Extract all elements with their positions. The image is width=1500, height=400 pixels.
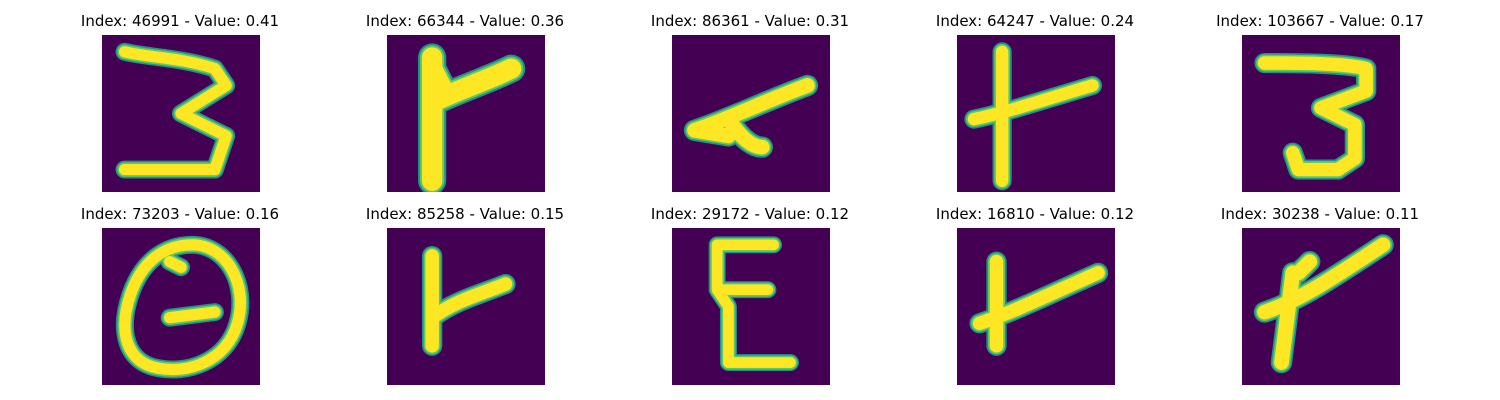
tile-title: Index: 66344 - Value: 0.36 (315, 12, 615, 30)
grid-tile: Index: 29172 - Value: 0.12 (600, 193, 900, 393)
digit-image (957, 228, 1115, 385)
tile-title: Index: 16810 - Value: 0.12 (885, 205, 1185, 223)
digit-image (957, 35, 1115, 192)
grid-tile: Index: 66344 - Value: 0.36 (315, 0, 615, 200)
tile-title: Index: 103667 - Value: 0.17 (1170, 12, 1470, 30)
digit-image (672, 228, 830, 385)
tile-title: Index: 30238 - Value: 0.11 (1170, 205, 1470, 223)
grid-tile: Index: 64247 - Value: 0.24 (885, 0, 1185, 200)
tile-title: Index: 85258 - Value: 0.15 (315, 205, 615, 223)
grid-tile: Index: 103667 - Value: 0.17 (1170, 0, 1470, 200)
tile-title: Index: 86361 - Value: 0.31 (600, 12, 900, 30)
digit-image (387, 35, 545, 192)
digit-image (387, 228, 545, 385)
digit-image (1242, 35, 1400, 192)
grid-tile: Index: 73203 - Value: 0.16 (30, 193, 330, 393)
digit-image (102, 228, 260, 385)
digit-image (102, 35, 260, 192)
grid-tile: Index: 86361 - Value: 0.31 (600, 0, 900, 200)
grid-tile: Index: 16810 - Value: 0.12 (885, 193, 1185, 393)
digit-image (672, 35, 830, 192)
grid-tile: Index: 85258 - Value: 0.15 (315, 193, 615, 393)
tile-title: Index: 73203 - Value: 0.16 (30, 205, 330, 223)
grid-tile: Index: 30238 - Value: 0.11 (1170, 193, 1470, 393)
digit-image (1242, 228, 1400, 385)
grid-tile: Index: 46991 - Value: 0.41 (30, 0, 330, 200)
tile-title: Index: 46991 - Value: 0.41 (30, 12, 330, 30)
tile-title: Index: 64247 - Value: 0.24 (885, 12, 1185, 30)
tile-title: Index: 29172 - Value: 0.12 (600, 205, 900, 223)
